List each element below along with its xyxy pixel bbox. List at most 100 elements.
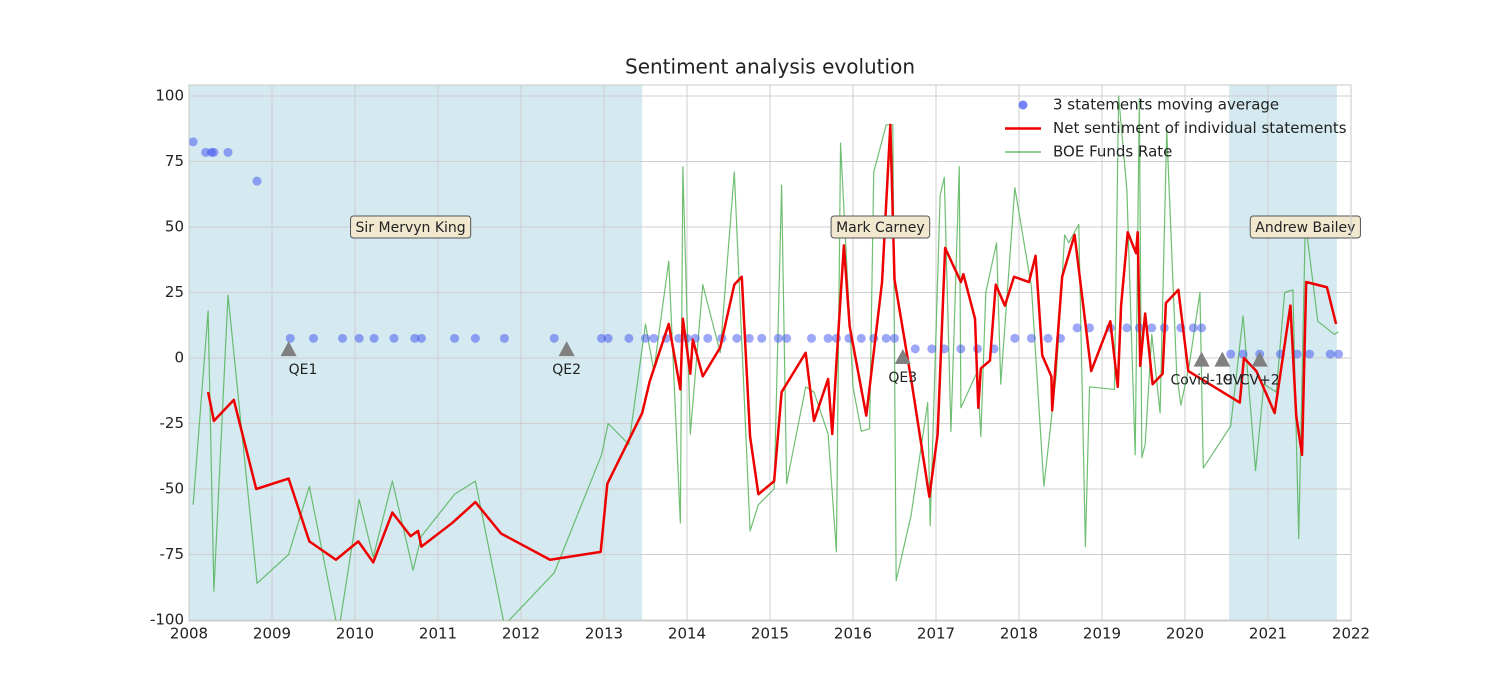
y-tick-label: -50: [160, 480, 185, 498]
x-tick-label: 2016: [834, 625, 872, 643]
point: [1122, 323, 1132, 333]
chart-title: Sentiment analysis evolution: [625, 55, 915, 79]
event-label: QE1: [289, 362, 318, 378]
point: [773, 333, 783, 343]
x-tick-label: 2019: [1083, 625, 1121, 643]
point: [1147, 323, 1157, 333]
y-tick-label: 75: [165, 152, 184, 170]
point: [603, 333, 613, 343]
point: [416, 333, 426, 343]
point: [1305, 349, 1314, 359]
point: [285, 333, 295, 343]
y-tick-label: 100: [155, 87, 184, 105]
point: [910, 344, 920, 354]
event-marker: [558, 341, 575, 357]
x-tick-label: 2013: [585, 625, 623, 643]
point: [209, 147, 219, 157]
event-marker: [894, 349, 911, 364]
x-tick-label: 2008: [170, 625, 208, 643]
point: [641, 333, 650, 343]
point: [1026, 333, 1036, 343]
point: [744, 333, 754, 343]
point: [309, 333, 318, 343]
y-tick-label: -75: [160, 545, 185, 563]
x-tick-label: 2018: [1000, 625, 1038, 643]
point: [450, 333, 460, 343]
event-label: CV: [1223, 373, 1243, 389]
annotation-box: [350, 215, 472, 239]
legend-label: BOE Funds Rate: [1053, 143, 1172, 161]
point: [703, 333, 713, 343]
x-tick-label: 2011: [419, 625, 457, 643]
series-line: [206, 123, 1338, 564]
annotation: Sir Mervyn King: [356, 220, 466, 236]
point: [354, 333, 364, 343]
point: [1010, 333, 1020, 343]
point: [223, 147, 233, 157]
point: [1325, 349, 1335, 359]
annotation: Mark Carney: [836, 220, 925, 236]
annotation-box: [1249, 215, 1361, 239]
point: [189, 137, 198, 147]
marks: [189, 95, 1344, 621]
event-label: QE2: [552, 362, 581, 378]
plot-frame: [188, 84, 1352, 622]
point: [499, 333, 509, 343]
y-tick-label: -25: [160, 414, 185, 432]
point: [856, 333, 866, 343]
event-label: CV+2: [1240, 373, 1280, 389]
legend-label: Net sentiment of individual statements: [1053, 119, 1347, 137]
overlays: -100 -75 -50 -25 0 25 50 75 100 2008 2009 2010 2011 2…: [150, 87, 1370, 643]
point: [890, 333, 899, 343]
y-tick-label: 50: [165, 218, 184, 236]
event-marker: [280, 341, 297, 357]
point: [831, 333, 841, 343]
point: [757, 333, 767, 343]
x-tick-label: 2017: [917, 625, 955, 643]
point: [369, 333, 379, 343]
y-tick-label: -100: [150, 611, 184, 629]
point: [782, 333, 792, 343]
point: [1334, 349, 1344, 359]
point: [807, 333, 816, 343]
point: [1292, 349, 1302, 359]
span: [189, 85, 643, 621]
point: [624, 333, 634, 343]
point: [732, 333, 742, 343]
point: [470, 333, 480, 343]
event-marker: [1251, 351, 1268, 367]
x-tick-label: 2022: [1332, 625, 1370, 643]
point: [252, 176, 262, 186]
point: [649, 333, 659, 343]
annotation-box: [830, 215, 931, 239]
point: [1197, 323, 1207, 333]
legend-swatch: [1018, 100, 1028, 110]
series-line: [192, 95, 1339, 621]
point: [338, 333, 348, 343]
x-tick-label: 2010: [336, 625, 374, 643]
y-tick-label: 25: [165, 283, 184, 301]
event-marker: [1193, 351, 1210, 367]
event-label: QE3: [888, 370, 917, 386]
point: [927, 344, 937, 354]
point: [549, 333, 559, 343]
point: [1226, 349, 1236, 359]
point: [956, 344, 966, 354]
x-tick-label: 2009: [253, 625, 291, 643]
x-tick-label: 2012: [502, 625, 540, 643]
x-tick-label: 2020: [1166, 625, 1204, 643]
point: [1188, 323, 1198, 333]
legend-label: 3 statements moving average: [1053, 96, 1279, 114]
x-tick-label: 2015: [751, 625, 789, 643]
annotation: Andrew Bailey: [1255, 220, 1355, 236]
point: [1238, 349, 1248, 359]
x-tick-label: 2014: [668, 625, 706, 643]
y-tick-label: 0: [174, 349, 184, 367]
point: [597, 333, 607, 343]
point: [881, 333, 891, 343]
point: [1043, 333, 1053, 343]
x-tick-label: 2021: [1249, 625, 1287, 643]
point: [410, 333, 420, 343]
event-marker: [1214, 351, 1231, 367]
